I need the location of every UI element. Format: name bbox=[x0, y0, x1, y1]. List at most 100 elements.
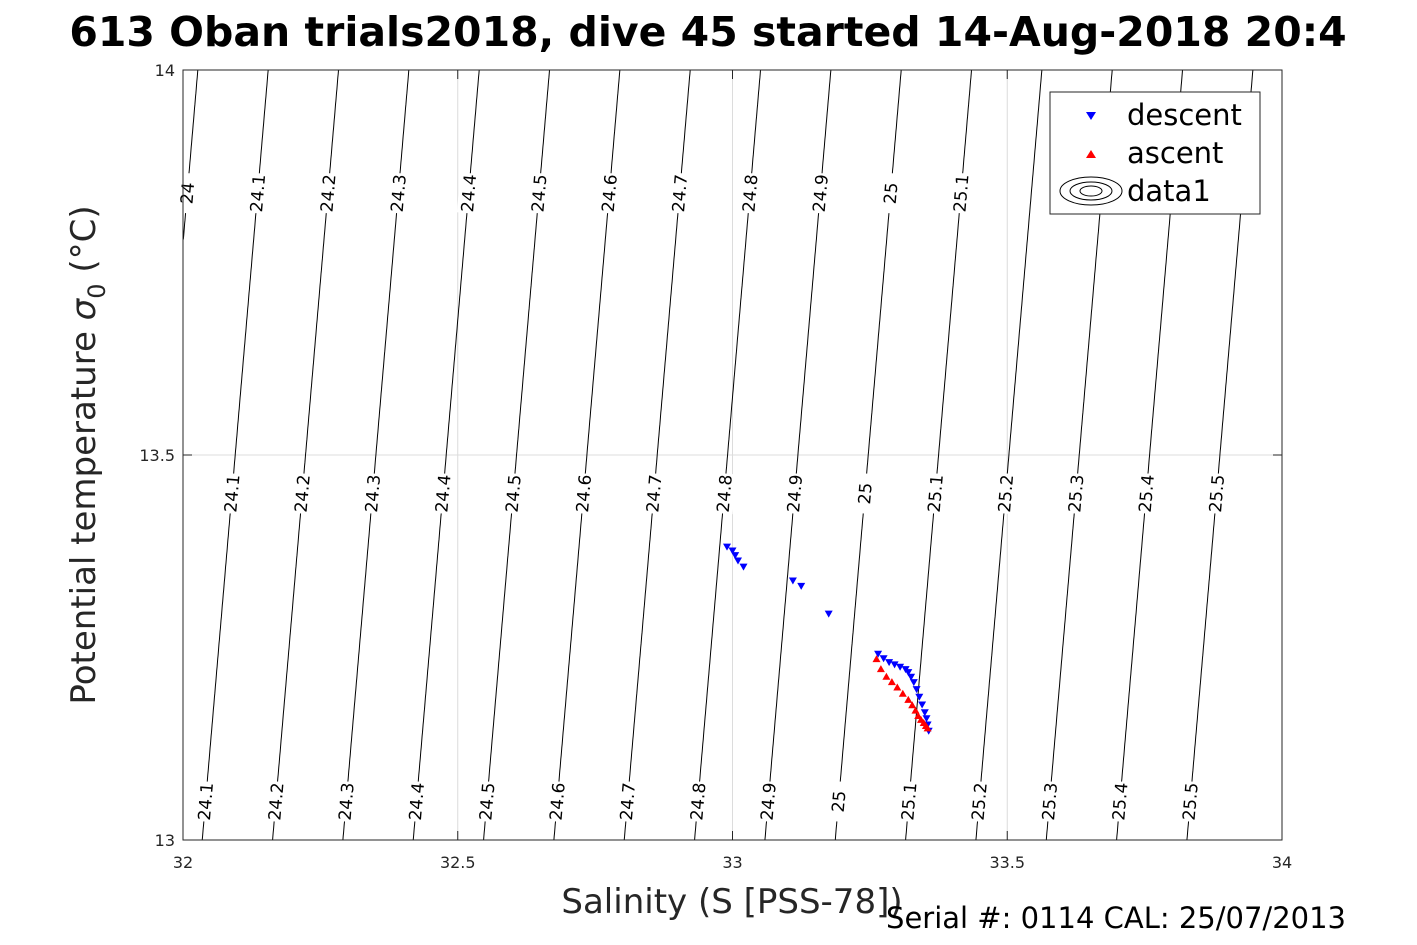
contour-label: 25.1 bbox=[949, 172, 974, 214]
x-axis-ticks: 32 32.5 33 33.5 34 bbox=[173, 70, 1292, 872]
contour-label-text: 25 bbox=[881, 182, 903, 205]
descent-series bbox=[723, 543, 933, 735]
contour-label-text: 25.1 bbox=[925, 474, 948, 513]
contour-label-text: 24.7 bbox=[617, 782, 640, 821]
contour-label-bg bbox=[923, 472, 947, 515]
descent-point bbox=[896, 663, 905, 671]
contour-label-bg bbox=[316, 172, 340, 214]
contour-label: 24.4 bbox=[456, 172, 481, 214]
contour-label-text: 24.6 bbox=[599, 174, 622, 213]
contour-label-bg bbox=[545, 780, 569, 823]
contour-label: 25.1 bbox=[897, 780, 921, 823]
contour-label: 25.1 bbox=[923, 472, 948, 515]
contour-label-bg bbox=[1204, 472, 1229, 515]
contour-label-bg bbox=[993, 472, 1018, 515]
descent-point bbox=[912, 686, 921, 694]
contour-label: 24.7 bbox=[667, 172, 692, 214]
contour-label-bg bbox=[949, 172, 973, 214]
contour-label-bg bbox=[1037, 780, 1062, 823]
contour-label-bg bbox=[431, 472, 455, 515]
contour-label-bg bbox=[967, 780, 991, 823]
contour-label: 24.9 bbox=[808, 172, 833, 214]
descent-point bbox=[824, 610, 833, 618]
ascent-point bbox=[882, 672, 891, 680]
y-axis-label-subscript: 0 bbox=[83, 283, 111, 298]
contour-label: 24.4 bbox=[431, 472, 455, 515]
contour-label-text: 25 bbox=[829, 790, 851, 813]
contour-label-bg bbox=[1108, 780, 1132, 823]
descent-point bbox=[728, 547, 737, 555]
contour-label: 24.6 bbox=[571, 472, 596, 515]
contour-label-text: 25.3 bbox=[1039, 782, 1062, 821]
contour-label-text: 24.3 bbox=[388, 174, 411, 213]
x-tick-label: 32 bbox=[173, 853, 193, 872]
contour-label: 25.3 bbox=[1064, 472, 1088, 515]
descent-point bbox=[885, 659, 894, 667]
contour-label-bg bbox=[826, 780, 851, 823]
descent-point bbox=[874, 650, 883, 658]
contour-label-bg bbox=[456, 172, 481, 214]
contour-label: 24.1 bbox=[193, 780, 218, 823]
contour-label: 25.5 bbox=[1204, 472, 1229, 515]
contour-label: 24.7 bbox=[642, 472, 666, 515]
contour-label-bg bbox=[501, 472, 525, 515]
descent-point bbox=[915, 693, 924, 701]
contour-label-text: 24.1 bbox=[247, 174, 270, 213]
contour-label-bg bbox=[175, 172, 199, 214]
serial-cal-footer: Serial #: 0114 CAL: 25/07/2013 bbox=[886, 901, 1346, 935]
contour-label-text: 24 bbox=[177, 182, 199, 205]
x-axis-label: Salinity (S [PSS-78]) bbox=[561, 882, 902, 922]
y-axis-label-main: Potential temperature bbox=[64, 320, 104, 704]
contour-label-text: 24.2 bbox=[317, 174, 340, 213]
y-tick-label: 13.5 bbox=[139, 446, 175, 465]
legend-descent-label: descent bbox=[1127, 98, 1242, 132]
contour-label-text: 24.7 bbox=[643, 474, 666, 513]
contour-label: 24.2 bbox=[316, 172, 341, 214]
contour-label-bg bbox=[571, 472, 596, 515]
descent-point bbox=[879, 655, 888, 663]
contour-label-text: 25.1 bbox=[898, 782, 921, 821]
contour-label-bg bbox=[264, 780, 288, 823]
descent-point bbox=[907, 673, 916, 681]
descent-point bbox=[920, 709, 929, 717]
contour-label-bg bbox=[334, 780, 358, 823]
contour-label-bg bbox=[738, 172, 762, 214]
y-axis-label-sigma: σ bbox=[64, 297, 104, 320]
legend-box bbox=[1049, 91, 1261, 215]
descent-point bbox=[723, 543, 731, 551]
contour-label-bg bbox=[782, 472, 807, 515]
contour-label: 24.9 bbox=[756, 780, 781, 823]
contour-label-bg bbox=[897, 780, 921, 823]
descent-point bbox=[734, 557, 742, 565]
contour-label-text: 25.5 bbox=[1206, 474, 1229, 513]
contour-label-bg bbox=[220, 472, 244, 515]
ascent-point bbox=[898, 689, 907, 697]
contour-label-text: 24.6 bbox=[547, 782, 570, 821]
contour-label: 25 bbox=[853, 472, 877, 515]
contour-label-bg bbox=[615, 780, 640, 823]
contour-label-text: 24.6 bbox=[573, 474, 596, 513]
descent-point bbox=[731, 552, 740, 560]
contour-label-bg bbox=[527, 172, 551, 214]
chart-title: 613 Oban trials2018, dive 45 started 14-… bbox=[69, 8, 1346, 56]
contour-label-text: 24.4 bbox=[432, 474, 455, 513]
contour-label-bg bbox=[712, 472, 736, 515]
contour-label-bg bbox=[290, 472, 314, 515]
contour-label: 24.9 bbox=[782, 472, 807, 515]
contour-label-text: 25.3 bbox=[1065, 474, 1088, 513]
legend-descent-marker bbox=[1086, 112, 1096, 120]
ascent-point bbox=[914, 712, 923, 719]
x-tick-label: 33.5 bbox=[989, 853, 1025, 872]
contour-label-text: 25.1 bbox=[950, 174, 973, 213]
ascent-point bbox=[887, 678, 896, 686]
contour-label-bg bbox=[686, 780, 710, 823]
contour-label: 24.3 bbox=[360, 472, 385, 515]
contour-label-bg bbox=[360, 472, 385, 515]
contour-label-bg bbox=[853, 472, 877, 515]
contour-label-text: 24.4 bbox=[406, 782, 429, 821]
contour-label-bg bbox=[642, 472, 666, 515]
ascent-point bbox=[876, 665, 885, 673]
contour-label-bg bbox=[245, 172, 270, 214]
contour-label-bg bbox=[808, 172, 832, 214]
